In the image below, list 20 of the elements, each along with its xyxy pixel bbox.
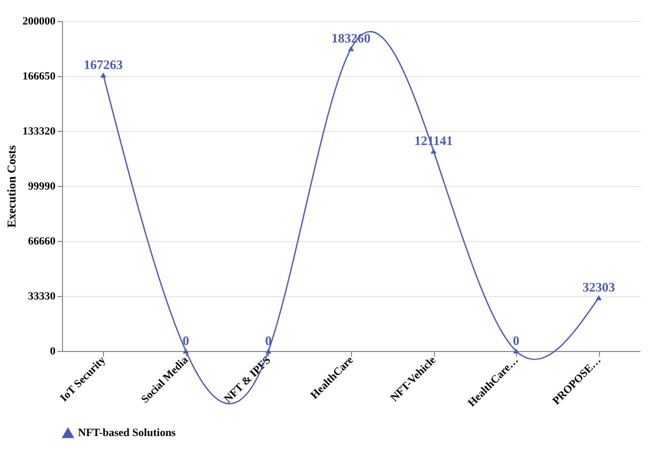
point — [265, 348, 272, 354]
y-tick-label: 0 — [50, 346, 56, 358]
data-label: 32303 — [582, 280, 616, 295]
y-axis-title: Execution Costs — [4, 145, 18, 228]
y-tick-label: 99990 — [28, 180, 56, 193]
point — [182, 348, 189, 354]
y-tick-label: 66660 — [28, 236, 56, 248]
point — [430, 148, 437, 154]
data-label: 0 — [512, 333, 520, 348]
y-tick-label: 166650 — [22, 70, 56, 83]
legend-label: NFT-based Solutions — [78, 427, 176, 439]
y-tick-label: 33330 — [28, 290, 56, 303]
data-label: 0 — [265, 333, 272, 348]
data-label: 167263 — [84, 57, 124, 72]
data-label: 0 — [182, 333, 190, 348]
point — [596, 295, 602, 300]
point — [348, 46, 354, 52]
point — [100, 72, 106, 78]
y-tick-label: 200000 — [22, 16, 56, 28]
y-tick-label: 133320 — [22, 126, 56, 138]
